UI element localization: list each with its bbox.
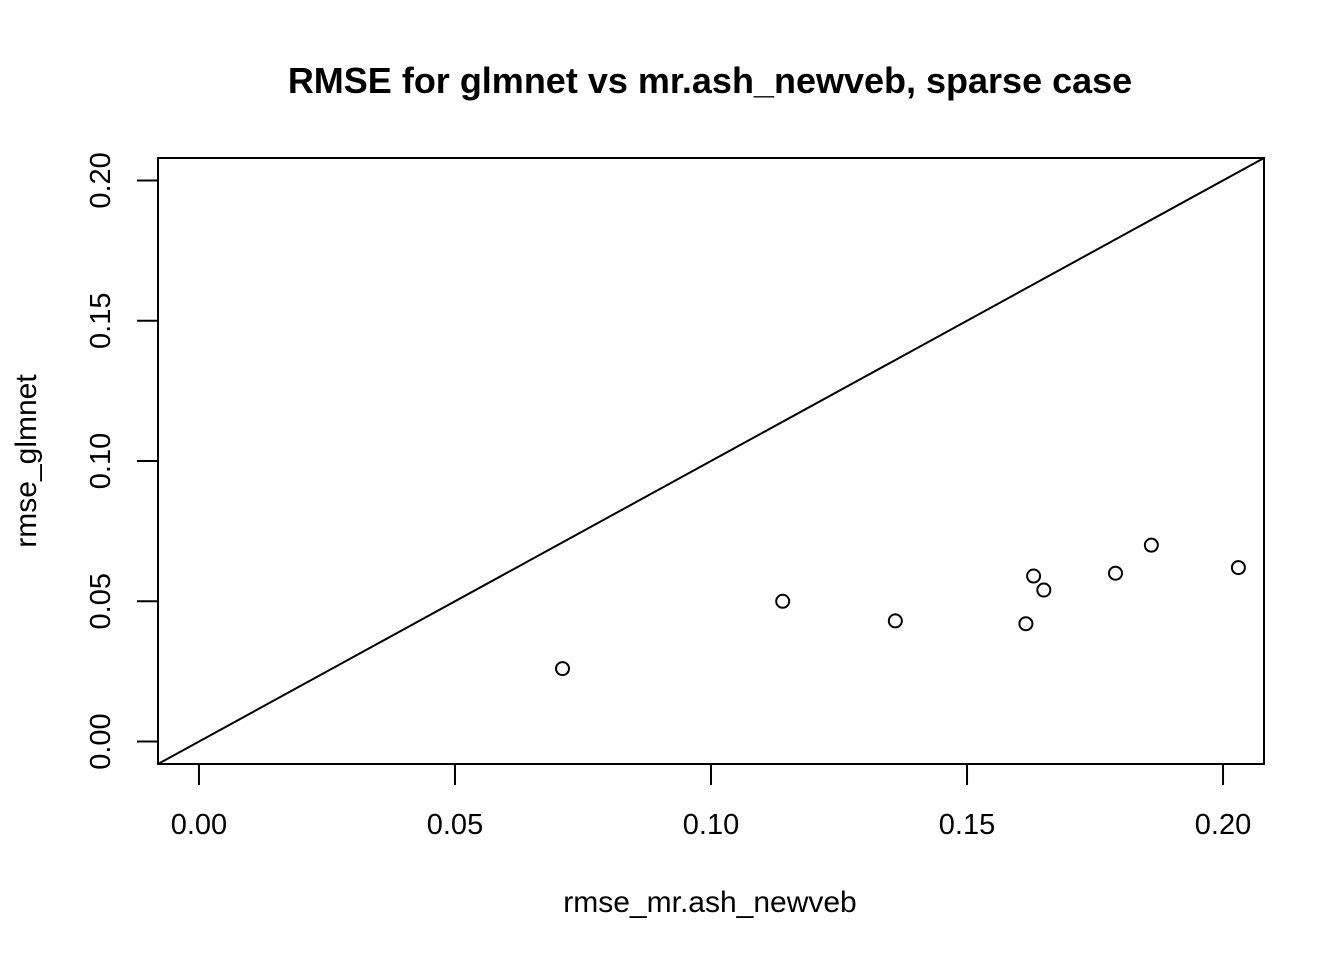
x-tick-label: 0.05 [427,809,483,841]
y-tick-label: 0.15 [85,292,117,348]
data-point [1143,537,1159,553]
x-axis: 0.00 0.05 0.10 0.15 0.20 [171,764,1251,841]
data-point [1108,565,1124,581]
data-point [555,661,571,677]
y-axis: 0.00 0.05 0.10 0.15 0.20 [85,152,158,770]
points-layer [555,537,1246,677]
y-tick-label: 0.00 [85,713,117,769]
reference-line-layer [157,157,1265,765]
x-axis-label: rmse_mr.ash_newveb [563,886,856,919]
y-tick-label: 0.20 [85,152,117,208]
x-tick-label: 0.15 [939,809,995,841]
data-point [1230,560,1246,576]
data-point [1036,582,1052,598]
data-point [887,613,903,629]
y-axis-label: rmse_glmnet [10,374,43,548]
x-tick-label: 0.10 [683,809,739,841]
chart-title: RMSE for glmnet vs mr.ash_newveb, sparse… [288,60,1132,101]
identity-line [157,157,1265,765]
x-tick-label: 0.00 [171,809,227,841]
y-tick-label: 0.10 [85,433,117,489]
x-tick-label: 0.20 [1195,809,1251,841]
y-tick-label: 0.05 [85,573,117,629]
data-point [775,593,791,609]
data-point [1026,568,1042,584]
data-point [1018,616,1034,632]
